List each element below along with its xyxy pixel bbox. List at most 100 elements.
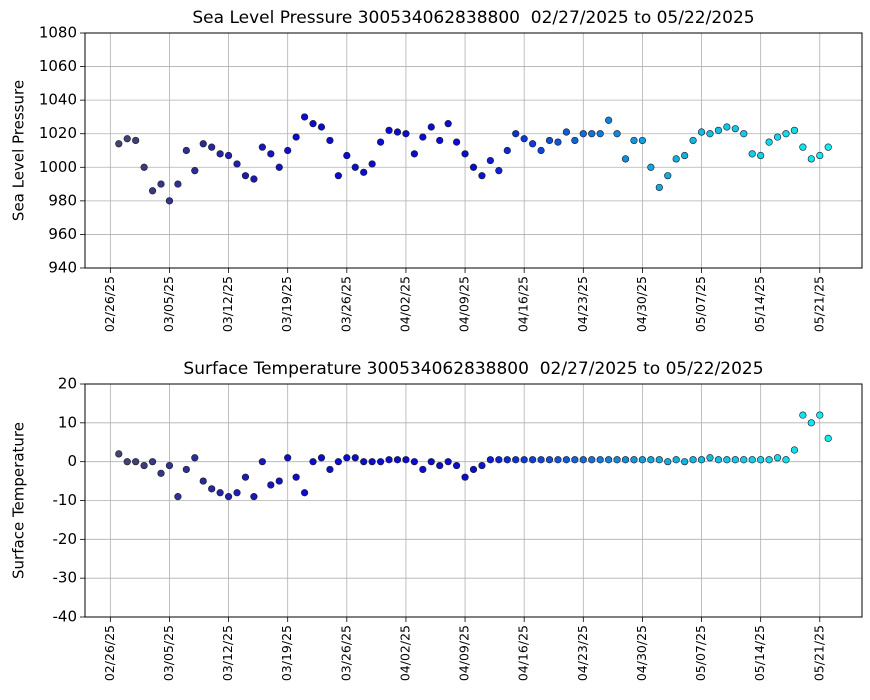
data-point: [807, 155, 815, 163]
y-tick-label: -30: [53, 569, 78, 587]
x-tick-label: 05/14/25: [752, 625, 767, 681]
x-tick-label: 04/09/25: [457, 625, 472, 681]
data-point: [689, 456, 697, 464]
data-point: [148, 458, 157, 466]
data-point: [292, 133, 300, 141]
data-point: [123, 135, 131, 143]
data-point: [630, 136, 638, 145]
data-point: [773, 133, 782, 141]
y-tick-label: 940: [48, 259, 77, 277]
data-point: [360, 458, 368, 466]
data-point: [588, 456, 596, 464]
data-point: [495, 167, 503, 175]
data-point: [267, 150, 275, 158]
data-point: [469, 465, 478, 474]
x-tick-label: 04/16/25: [516, 276, 531, 332]
data-point: [427, 458, 435, 466]
data-point: [241, 473, 250, 481]
data-point: [664, 458, 672, 466]
data-point: [731, 456, 739, 464]
data-point: [393, 128, 402, 136]
data-point: [596, 130, 604, 138]
data-point: [402, 130, 410, 138]
data-point: [655, 456, 663, 464]
data-point: [317, 454, 326, 462]
x-tick-label: 05/07/25: [693, 625, 708, 681]
data-point: [182, 465, 190, 474]
y-tick-label: -20: [53, 530, 78, 548]
data-point: [132, 136, 140, 145]
data-point: [453, 138, 461, 146]
data-point: [672, 155, 680, 163]
y-tick-label: 1000: [39, 158, 77, 176]
data-point: [816, 411, 824, 419]
data-point: [351, 454, 359, 462]
data-point: [638, 456, 647, 464]
y-axis-label: Sea Level Pressure: [10, 80, 28, 221]
data-point: [334, 172, 342, 180]
data-point: [191, 454, 199, 462]
data-point: [436, 136, 444, 145]
y-tick-label: 20: [58, 375, 77, 393]
x-tick-label: 04/23/25: [575, 276, 590, 332]
y-tick-label: 1060: [39, 57, 77, 75]
data-point: [579, 130, 587, 138]
data-point: [672, 456, 680, 464]
data-point: [216, 150, 224, 158]
data-point: [630, 456, 638, 464]
data-point: [469, 163, 478, 171]
x-tick-label: 04/30/25: [634, 276, 649, 332]
data-point: [495, 456, 503, 464]
x-tick-label: 05/21/25: [811, 276, 826, 332]
data-point: [343, 454, 351, 462]
data-point: [182, 146, 190, 155]
x-tick-label: 03/19/25: [279, 625, 294, 681]
data-point: [385, 456, 393, 464]
data-point: [275, 477, 283, 485]
data-point: [529, 456, 537, 464]
data-point: [562, 456, 571, 464]
data-point: [123, 458, 131, 466]
data-point: [731, 125, 739, 133]
data-point: [681, 151, 689, 160]
data-point: [199, 140, 207, 148]
data-point: [765, 138, 773, 146]
data-point: [655, 183, 663, 192]
chart-title: Sea Level Pressure 300534062838800 02/27…: [192, 8, 754, 28]
x-tick-label: 05/14/25: [752, 276, 767, 332]
data-point: [402, 456, 410, 464]
data-point: [799, 411, 807, 419]
y-tick-label: 1020: [39, 124, 77, 142]
data-point: [250, 493, 258, 501]
data-point: [410, 150, 418, 158]
data-point: [748, 150, 756, 158]
data-point: [132, 458, 140, 466]
data-point: [419, 133, 427, 141]
data-point: [376, 458, 385, 466]
data-point: [419, 465, 427, 474]
data-point: [638, 136, 647, 145]
data-point: [157, 180, 165, 188]
data-point: [706, 130, 714, 138]
data-point: [512, 130, 520, 138]
data-point: [807, 419, 815, 427]
data-point: [571, 136, 579, 145]
data-point: [191, 167, 199, 175]
data-point: [115, 140, 123, 148]
data-point: [165, 197, 174, 205]
data-point: [267, 481, 275, 489]
data-point: [613, 456, 621, 464]
x-tick-label: 04/30/25: [634, 625, 649, 681]
y-tick-label: 960: [48, 225, 77, 243]
data-point: [503, 146, 511, 155]
data-point: [714, 126, 723, 134]
data-point: [284, 454, 292, 462]
x-tick-label: 03/12/25: [220, 625, 235, 681]
x-tick-label: 02/26/25: [102, 625, 117, 681]
data-point: [410, 458, 418, 466]
data-point: [292, 473, 300, 481]
x-tick-label: 03/26/25: [338, 276, 353, 332]
x-tick-label: 04/16/25: [516, 625, 531, 681]
x-tick-label: 03/12/25: [220, 276, 235, 332]
